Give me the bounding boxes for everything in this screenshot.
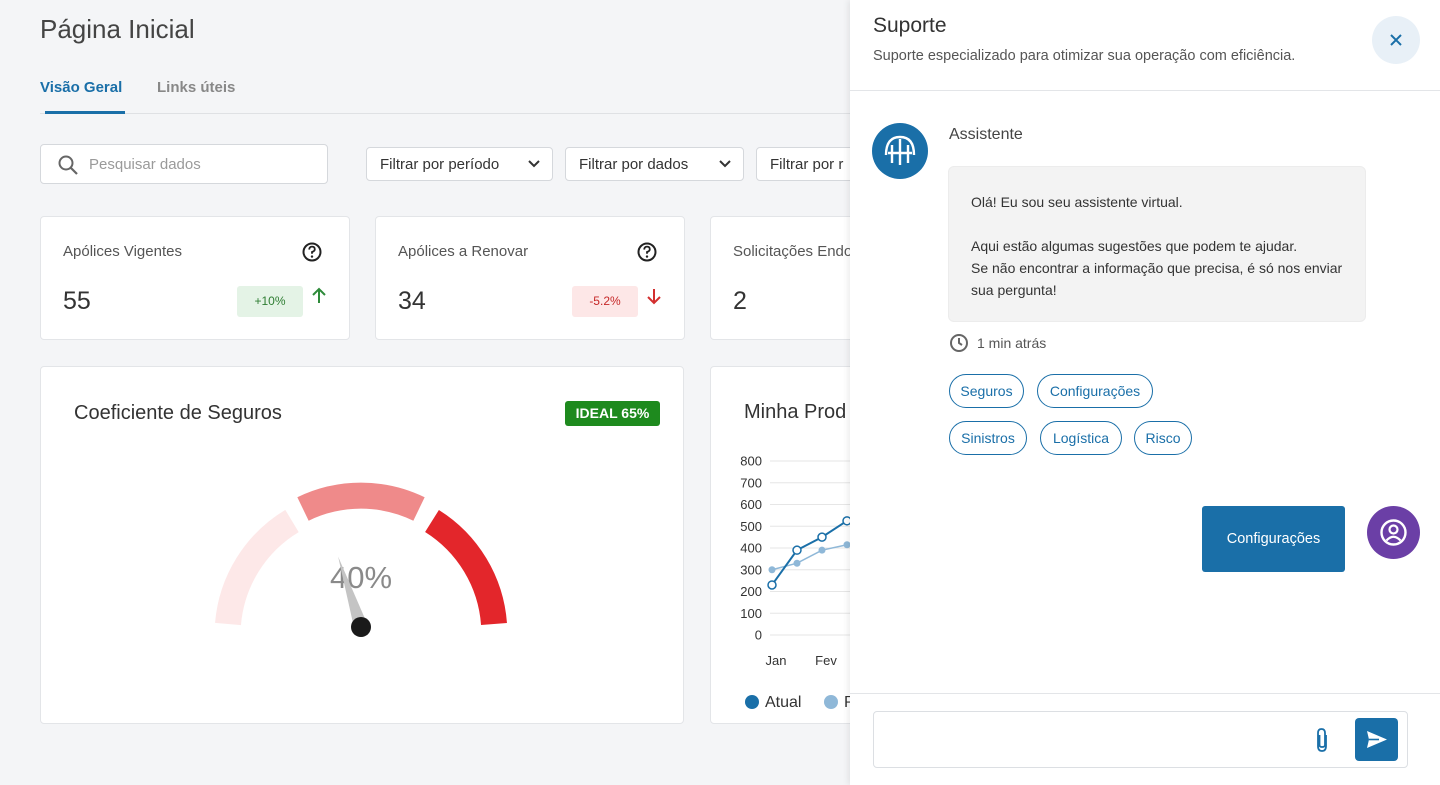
arrow-up <box>312 287 326 303</box>
kpi-card: Apólices Vigentes 55 +10% <box>40 216 350 340</box>
tab[interactable]: Visão Geral <box>40 79 123 96</box>
kpi-value: 2 <box>733 287 747 315</box>
kpi-change: +10% <box>237 286 303 317</box>
suggestion-chip[interactable]: Sinistros <box>949 421 1027 455</box>
gauge-segment <box>215 509 299 626</box>
kpi-title: Apólices a Renovar <box>398 243 529 260</box>
y-tick-label: 400 <box>740 541 762 556</box>
message-text: Olá! Eu sou seu assistente virtual. <box>971 194 1183 210</box>
message-text: Aqui estão algumas sugestões que podem t… <box>971 238 1298 254</box>
attach-button[interactable] <box>1312 726 1332 754</box>
gauge-hub <box>351 617 371 637</box>
gauge-value: 40% <box>330 560 392 595</box>
filter-label: Filtrar por r <box>770 156 844 173</box>
gauge-title: Coeficiente de Seguros <box>74 402 282 424</box>
y-tick-label: 100 <box>740 606 762 621</box>
panel-title: Suporte <box>873 14 947 37</box>
chevron <box>528 160 540 168</box>
chart-title: Minha Prod <box>744 401 847 423</box>
user-message: Configurações <box>1202 506 1345 572</box>
y-tick-label: 300 <box>740 562 762 577</box>
series-line <box>771 519 848 586</box>
gauge-segment <box>424 509 507 626</box>
suggestion-chip[interactable]: Configurações <box>1037 374 1153 408</box>
panel-subtitle: Suporte especializado para otimizar sua … <box>873 48 1296 64</box>
suggestion-chip[interactable]: Logística <box>1040 421 1122 455</box>
page-title: Página Inicial <box>40 14 195 44</box>
kpi-change: -5.2% <box>572 286 638 317</box>
divider <box>850 90 1440 91</box>
filter-label: Filtrar por período <box>380 156 500 173</box>
suggestion-chip[interactable]: Seguros <box>949 374 1024 408</box>
x-tick-label: Fev <box>815 653 837 668</box>
clock-icon <box>950 334 968 352</box>
tab-divider <box>40 113 850 114</box>
y-tick-label: 600 <box>740 497 762 512</box>
search-box[interactable]: Pesquisar dados <box>40 144 328 184</box>
gauge-needle <box>338 556 368 630</box>
user-avatar <box>1367 506 1420 559</box>
suggestion-chip[interactable]: Risco <box>1134 421 1192 455</box>
send-button[interactable] <box>1355 718 1398 761</box>
tab[interactable]: Links úteis <box>157 79 236 96</box>
kpi-value: 34 <box>398 287 426 315</box>
message-time: 1 min atrás <box>977 335 1047 351</box>
search-placeholder: Pesquisar dados <box>89 156 201 173</box>
filter-button[interactable]: Filtrar por dados <box>565 147 744 181</box>
message-text: Se não encontrar a informação que precis… <box>971 260 1343 298</box>
chevron <box>719 160 731 168</box>
help-icon[interactable] <box>636 241 658 263</box>
gauge-card: Coeficiente de Seguros IDEAL 65% <box>40 366 684 724</box>
tab-indicator <box>45 111 125 114</box>
search-icon <box>58 155 78 175</box>
series-point <box>843 541 851 549</box>
divider <box>850 693 1440 694</box>
assistant-avatar <box>872 123 928 179</box>
y-tick-label: 200 <box>740 584 762 599</box>
series-point <box>768 566 776 574</box>
y-tick-label: 700 <box>740 475 762 490</box>
legend-swatch <box>745 695 759 709</box>
series-point <box>793 559 801 567</box>
x-tick-label: Jan <box>766 653 787 668</box>
assistant-message: Olá! Eu sou seu assistente virtual. Aqui… <box>948 166 1366 322</box>
gauge-segment <box>297 482 425 521</box>
series-point <box>817 532 827 542</box>
gauge-badge: IDEAL 65% <box>565 401 660 426</box>
message-input[interactable] <box>873 711 1408 768</box>
legend-swatch <box>824 695 838 709</box>
kpi-value: 55 <box>63 287 91 315</box>
filter-label: Filtrar por dados <box>579 156 689 173</box>
close-button[interactable] <box>1372 16 1420 64</box>
y-tick-label: 800 <box>740 454 762 469</box>
legend-label: Atual <box>765 694 801 711</box>
series-point <box>792 545 802 555</box>
y-tick-label: 500 <box>740 519 762 534</box>
kpi-title: Apólices Vigentes <box>63 243 182 260</box>
arrow-down <box>647 289 661 305</box>
series-point <box>767 580 777 590</box>
kpi-title: Solicitações Endo <box>733 243 853 260</box>
legend-label: P <box>844 694 855 711</box>
y-tick-label: 0 <box>755 628 762 643</box>
kpi-card: Apólices a Renovar 34 -5.2% <box>375 216 685 340</box>
series-point <box>818 546 826 554</box>
filter-button[interactable]: Filtrar por período <box>366 147 553 181</box>
assistant-name: Assistente <box>949 126 1023 143</box>
support-panel: Suporte Suporte especializado para otimi… <box>850 0 1440 785</box>
help-icon[interactable] <box>301 241 323 263</box>
